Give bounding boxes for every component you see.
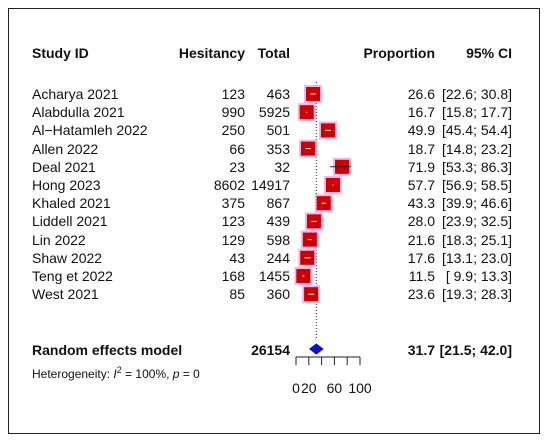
study-total: 867 [266, 195, 290, 212]
header-total: Total [257, 45, 290, 61]
study-proportion: 43.3 [407, 195, 435, 212]
study-total: 5925 [258, 104, 290, 121]
study-proportion: 23.6 [407, 286, 435, 303]
summary-label: Random effects model [32, 342, 183, 358]
study-proportion: 71.9 [407, 158, 435, 175]
study-proportion: 18.7 [407, 140, 435, 157]
study-name: Al−Hatamleh 2022 [32, 122, 148, 139]
header-95-ci: 95% CI [466, 45, 512, 61]
study-proportion: 17.6 [407, 249, 435, 266]
study-name: Liddell 2021 [32, 213, 108, 230]
study-ci: [56.9; 58.5] [441, 177, 512, 193]
x-tick-label: 100 [348, 380, 372, 396]
study-ci: [22.6; 30.8] [441, 86, 512, 102]
heterogeneity-i: I [113, 367, 117, 381]
study-ci: [23.9; 32.5] [441, 213, 512, 230]
study-ci: [39.9; 46.6] [441, 195, 512, 212]
study-ci: [14.8; 23.2] [441, 140, 512, 157]
heterogeneity-text: Heterogeneity: I2 = 100%, p = 0 [32, 362, 200, 382]
study-total: 598 [266, 231, 290, 248]
study-name: Hong 2023 [32, 177, 101, 193]
figure-frame [8, 8, 540, 434]
study-total: 244 [266, 249, 290, 266]
study-name: Shaw 2022 [32, 249, 103, 266]
study-total: 463 [266, 86, 290, 102]
study-name: Khaled 2021 [32, 195, 111, 212]
study-ci: [45.4; 54.4] [441, 122, 512, 139]
heterogeneity-p: p [172, 367, 180, 381]
x-tick-label: 0 [292, 380, 300, 396]
header-hesitancy: Hesitancy [178, 45, 245, 61]
study-total: 360 [266, 286, 290, 303]
study-hesitancy: 66 [229, 140, 245, 157]
study-hesitancy: 375 [221, 195, 245, 212]
study-hesitancy: 43 [229, 249, 245, 266]
study-total: 32 [274, 158, 290, 175]
study-proportion: 26.6 [407, 86, 435, 102]
heterogeneity-sup: 2 [116, 365, 122, 375]
pooled-diamond [308, 343, 324, 355]
heterogeneity-pval: = 0 [179, 367, 200, 381]
study-proportion: 57.7 [407, 177, 435, 193]
study-proportion: 16.7 [407, 104, 435, 121]
study-hesitancy: 129 [221, 231, 245, 248]
heterogeneity-rest: = 100%, [121, 367, 173, 381]
study-name: Alabdulla 2021 [32, 104, 125, 121]
study-hesitancy: 23 [229, 158, 245, 175]
study-hesitancy: 123 [221, 213, 245, 230]
study-proportion: 11.5 [408, 268, 435, 284]
study-total: 14917 [251, 177, 290, 193]
study-proportion: 21.6 [407, 231, 435, 248]
study-name: Acharya 2021 [32, 86, 119, 102]
study-ci: [53.3; 86.3] [441, 158, 512, 175]
study-ci: [15.8; 17.7] [441, 104, 512, 121]
study-total: 353 [266, 140, 290, 157]
study-ci: [13.1; 23.0] [441, 249, 512, 266]
summary-proportion: 31.7 [407, 342, 435, 358]
study-name: Allen 2022 [32, 140, 99, 157]
study-ci: [18.3; 25.1] [441, 231, 512, 248]
study-hesitancy: 8602 [213, 177, 245, 193]
study-ci: [19.3; 28.3] [441, 286, 512, 303]
header-study-id: Study ID [32, 45, 89, 61]
study-ci: [ 9.9; 13.3] [445, 268, 512, 284]
study-name: Deal 2021 [32, 158, 96, 175]
study-name: Teng et 2022 [32, 268, 113, 284]
study-name: Lin 2022 [32, 231, 86, 248]
study-hesitancy: 990 [221, 104, 245, 121]
study-proportion: 28.0 [407, 213, 435, 230]
heterogeneity-prefix: Heterogeneity: [32, 367, 114, 381]
study-hesitancy: 250 [221, 122, 245, 139]
header-proportion: Proportion [363, 45, 435, 61]
study-total: 439 [266, 213, 290, 230]
study-hesitancy: 168 [221, 268, 245, 284]
study-hesitancy: 123 [221, 86, 245, 102]
study-total: 501 [266, 122, 290, 139]
x-tick-label: 60 [327, 380, 343, 396]
summary-ci: [21.5; 42.0] [439, 342, 512, 358]
study-hesitancy: 85 [229, 286, 245, 303]
summary-total: 26154 [251, 342, 290, 358]
x-tick-label: 20 [301, 380, 317, 396]
study-total: 1455 [258, 268, 290, 284]
study-name: West 2021 [32, 286, 99, 303]
study-proportion: 49.9 [407, 122, 435, 139]
